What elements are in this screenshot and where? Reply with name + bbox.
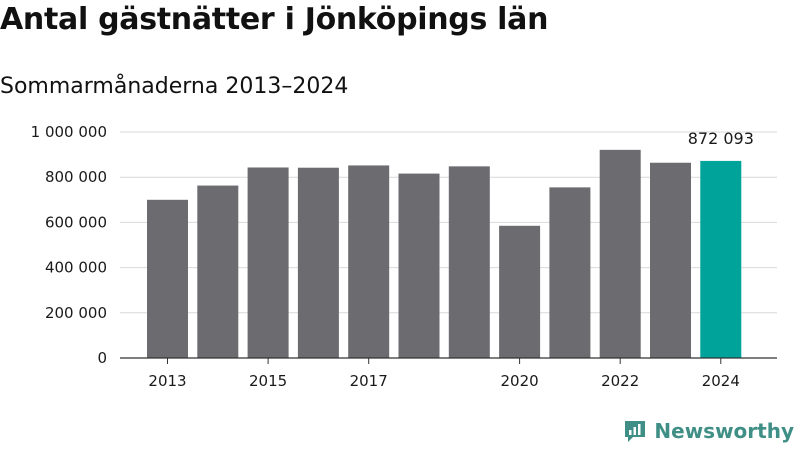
- brand-name: Newsworthy: [654, 419, 794, 443]
- x-tick-label: 2020: [501, 372, 539, 390]
- x-tick-label: 2022: [601, 372, 639, 390]
- bar-2020: [499, 225, 541, 358]
- bar-2017: [348, 165, 390, 358]
- y-tick-label: 200 000: [45, 304, 107, 322]
- brand: Newsworthy: [622, 418, 794, 444]
- chart-title: Antal gästnätter i Jönköpings län: [0, 2, 549, 37]
- y-tick-label: 600 000: [45, 213, 107, 231]
- bars: [147, 149, 742, 358]
- bar-2023: [650, 162, 691, 358]
- y-tick-label: 800 000: [45, 168, 107, 186]
- bar-2015: [247, 167, 289, 358]
- chart-subtitle: Sommarmånaderna 2013–2024: [0, 74, 349, 99]
- y-tick-label: 0: [97, 349, 107, 367]
- x-tick-label: 2015: [249, 372, 287, 390]
- labels: 0 200 000 400 000 600 000 800 000 1 000 000 20…: [31, 123, 754, 390]
- x-tick-label: 2013: [148, 372, 186, 390]
- highlight-data-label: 872 093: [688, 129, 754, 148]
- x-tick-label: 2017: [350, 372, 388, 390]
- bar-2021: [549, 187, 591, 358]
- y-tick-label: 400 000: [45, 259, 107, 277]
- bar-2019: [448, 166, 490, 358]
- bar-2024: [700, 160, 742, 358]
- y-tick-label: 1 000 000: [31, 123, 107, 141]
- bar-2013: [147, 199, 188, 358]
- bar-2018: [398, 173, 440, 358]
- newsworthy-logo-icon: [625, 421, 646, 442]
- bar-2014: [197, 185, 239, 358]
- bar-2022: [599, 149, 641, 358]
- axes: [120, 357, 777, 364]
- x-tick-label: 2024: [702, 372, 740, 390]
- bar-2016: [297, 167, 339, 358]
